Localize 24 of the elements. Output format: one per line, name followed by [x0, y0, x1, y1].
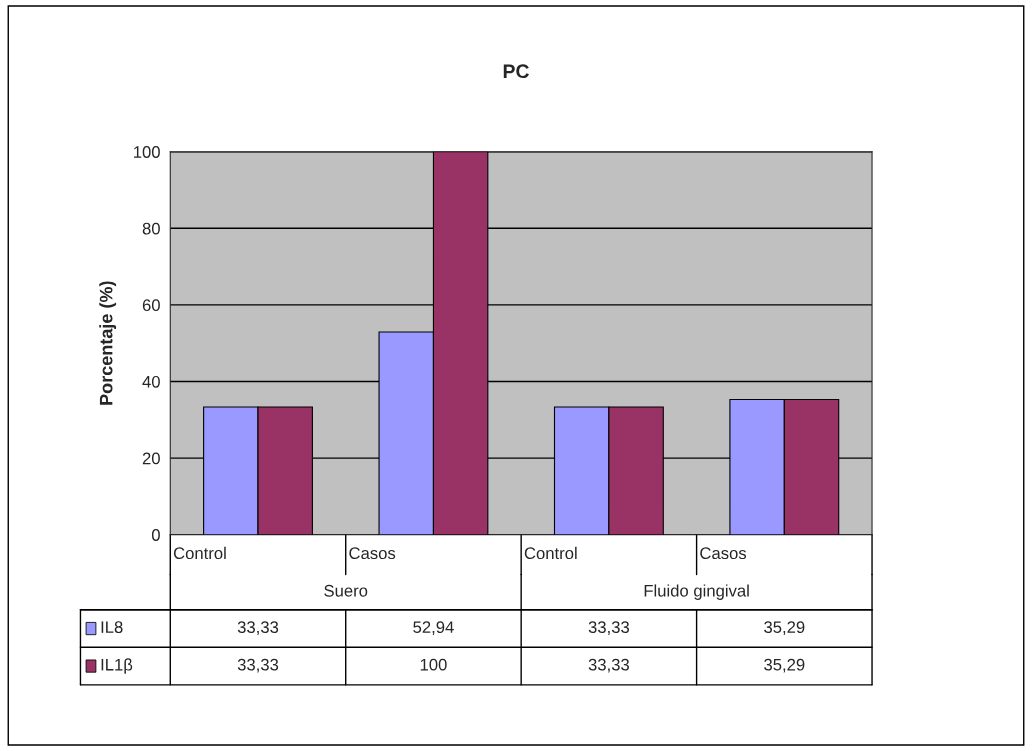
y-tick-label: 60	[142, 299, 160, 312]
data-label: 33,33	[588, 658, 629, 673]
legend-label: IL1β	[101, 658, 133, 674]
legend-label: IL8	[101, 621, 123, 634]
data-label: 100	[420, 658, 447, 671]
x-tick-label: Casos	[700, 547, 747, 560]
data-label: 33,33	[237, 621, 279, 635]
y-tick-label: 100	[134, 146, 160, 158]
x-tick-label: Casos	[349, 547, 396, 560]
y-tick-label: 40	[142, 375, 160, 388]
x-tick-label: Control	[524, 546, 577, 560]
y-axis-title: Porcentaje (%)	[99, 281, 117, 405]
data-label: 35,29	[764, 658, 805, 673]
data-label: 33,33	[237, 658, 279, 673]
y-tick-label: 20	[142, 452, 160, 465]
y-tick-label: 0	[151, 529, 160, 541]
x-tick-label: Control	[173, 546, 226, 560]
data-label: 52,94	[413, 621, 454, 635]
data-label: 35,29	[764, 621, 805, 635]
text: Fluido gingival	[644, 584, 749, 600]
data-label: 33,33	[588, 621, 629, 635]
y-tick-label: 80	[142, 222, 160, 235]
text: Suero	[324, 584, 368, 597]
chart-title: PC	[503, 64, 529, 79]
